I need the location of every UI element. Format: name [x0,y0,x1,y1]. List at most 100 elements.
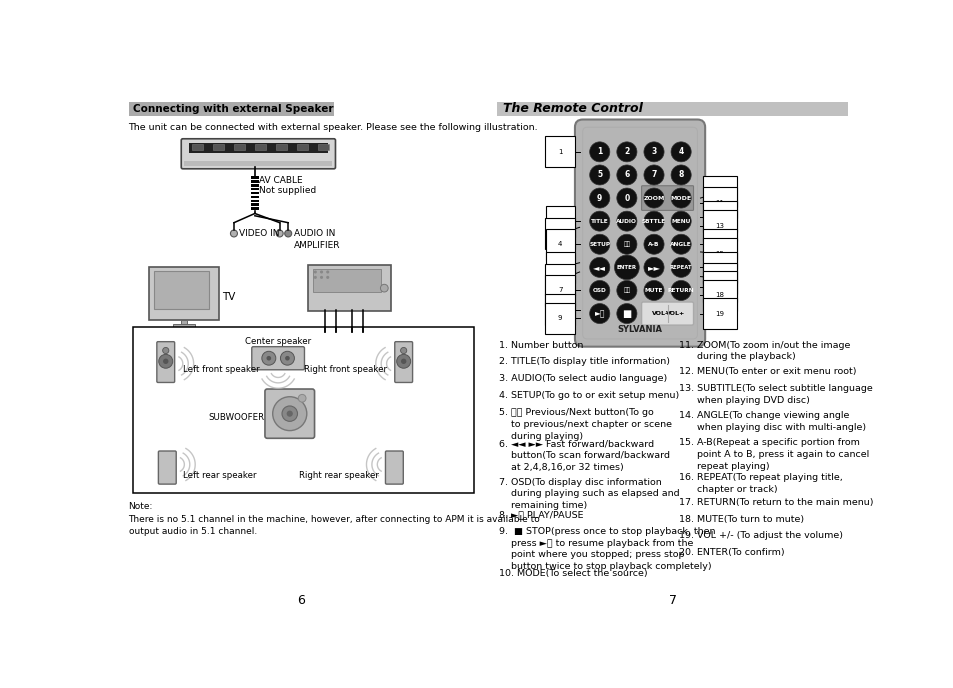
Circle shape [285,356,290,361]
Text: 20: 20 [715,275,723,281]
Text: 11. ZOOM(To zoom in/out the image
      during the playback): 11. ZOOM(To zoom in/out the image during… [679,341,849,361]
Text: AUDIO: AUDIO [616,219,637,224]
Circle shape [162,347,169,354]
Text: 10: 10 [715,189,723,195]
Bar [192,144,203,150]
FancyBboxPatch shape [575,120,704,347]
Circle shape [670,257,691,277]
Text: ANGLE: ANGLE [670,241,691,247]
Text: AUDIO IN: AUDIO IN [294,229,335,238]
Text: 17: 17 [715,283,723,290]
Text: ■: ■ [621,308,631,319]
Bar [251,204,258,206]
FancyBboxPatch shape [265,389,314,438]
FancyBboxPatch shape [252,347,304,369]
Bar [276,144,287,150]
Text: ENTER: ENTER [617,265,637,270]
Text: TV: TV [222,292,235,303]
Circle shape [617,281,637,301]
Text: Not supplied: Not supplied [258,186,315,195]
Text: ⏭⏭: ⏭⏭ [622,288,630,293]
Text: Center speaker: Center speaker [245,337,311,346]
Text: 18. MUTE(To turn to mute): 18. MUTE(To turn to mute) [679,515,803,524]
Text: VOL+: VOL+ [665,311,684,316]
Text: MENU: MENU [671,219,690,224]
Text: 9.  ■ STOP(press once to stop playback, then
    press ►⏸ to resume playback fro: 9. ■ STOP(press once to stop playback, t… [498,527,715,571]
Text: The unit can be connected with external speaker. Please see the following illust: The unit can be connected with external … [129,122,537,131]
Text: 6. ◄◄ ►► Fast forward/backward
    button(To scan forward/backward
    at 2,4,8,: 6. ◄◄ ►► Fast forward/backward button(To… [498,439,669,472]
Text: ⏮⏭: ⏮⏭ [622,241,630,247]
Circle shape [670,165,691,185]
Text: 5: 5 [597,171,601,180]
FancyBboxPatch shape [641,302,693,325]
Circle shape [326,276,329,279]
Circle shape [643,281,663,301]
Text: 7. OSD(To display disc information
    during playing such as elapsed and
    re: 7. OSD(To display disc information durin… [498,477,679,510]
Text: 7: 7 [669,594,677,607]
Text: 3: 3 [558,230,562,237]
Text: 15: 15 [715,250,723,257]
Bar [251,196,258,198]
Text: 4. SETUP(To go to or exit setup menu): 4. SETUP(To go to or exit setup menu) [498,391,679,400]
Text: 1. Number button: 1. Number button [498,341,583,350]
Bar [251,207,258,210]
FancyBboxPatch shape [497,102,847,116]
Circle shape [589,281,609,301]
FancyBboxPatch shape [156,342,174,383]
Bar [255,144,266,150]
Text: 20. ENTER(To confirm): 20. ENTER(To confirm) [679,548,783,557]
Circle shape [589,303,609,323]
Text: 4: 4 [558,241,562,247]
Circle shape [589,257,609,277]
Text: 3. AUDIO(To select audio language): 3. AUDIO(To select audio language) [498,374,666,383]
Bar [213,144,224,150]
Text: 8: 8 [678,171,683,180]
Text: TITLE: TITLE [590,219,608,224]
FancyBboxPatch shape [129,102,334,116]
Circle shape [163,358,169,364]
Text: 1: 1 [558,149,562,155]
Text: Left front speaker: Left front speaker [183,365,259,374]
Circle shape [617,211,637,231]
Circle shape [589,142,609,162]
Text: 6: 6 [297,594,305,607]
Circle shape [276,230,283,237]
Bar [181,320,187,323]
Circle shape [266,356,271,361]
Text: Right rear speaker: Right rear speaker [298,471,378,480]
Text: VOL-: VOL- [651,311,667,316]
Circle shape [380,284,388,292]
Circle shape [282,406,297,421]
FancyBboxPatch shape [308,265,391,311]
Bar [251,177,258,179]
Circle shape [670,234,691,255]
Circle shape [643,165,663,185]
Circle shape [298,394,306,402]
Text: AV CABLE: AV CABLE [258,177,302,186]
Circle shape [670,211,691,231]
Circle shape [284,230,292,237]
Circle shape [589,188,609,208]
Text: 13. SUBTITLE(To select subtitle language
      when playing DVD disc): 13. SUBTITLE(To select subtitle language… [679,385,872,405]
Text: 9: 9 [558,315,562,321]
Text: 13: 13 [715,223,723,229]
Text: 16: 16 [715,264,723,270]
Circle shape [400,347,406,354]
Circle shape [617,165,637,185]
Text: 17. RETURN(To return to the main menu): 17. RETURN(To return to the main menu) [679,497,872,506]
Circle shape [617,234,637,255]
Text: AMPLIFIER: AMPLIFIER [294,241,340,250]
Circle shape [643,188,663,208]
Bar [251,192,258,194]
Text: 2: 2 [623,147,629,156]
Bar [133,327,474,493]
Text: Right front speaker: Right front speaker [303,365,386,374]
Text: SBTTLE: SBTTLE [641,219,665,224]
Circle shape [614,255,639,280]
Circle shape [396,354,410,368]
Circle shape [231,230,237,237]
Bar [318,144,329,150]
Bar [251,184,258,186]
Text: The Remote Control: The Remote Control [502,103,642,115]
Circle shape [589,165,609,185]
